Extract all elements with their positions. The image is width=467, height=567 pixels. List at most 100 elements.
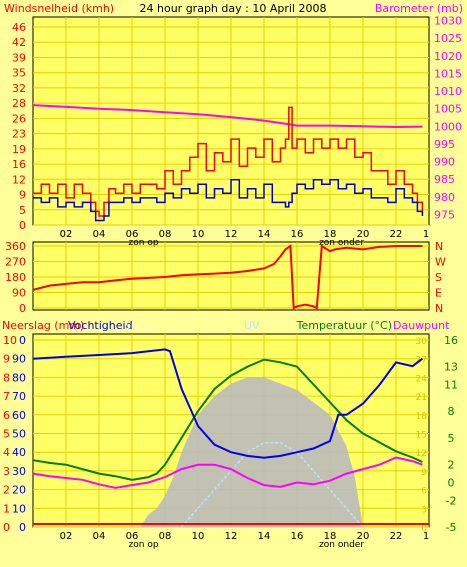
compass-axis-label: E xyxy=(435,287,442,300)
x-tick-label: 06 xyxy=(126,229,139,240)
x-tick-label: 16 xyxy=(291,229,304,240)
temperature-axis-label: 8 xyxy=(448,405,455,418)
x-tick-label: 08 xyxy=(159,531,172,542)
wind-direction-line xyxy=(32,244,423,310)
wind-axis-label: 28 xyxy=(12,97,26,110)
legend-vochtigheid: Vochtigheid xyxy=(68,319,133,332)
x-tick-label: 16 xyxy=(291,531,304,542)
neerslag-axis-label: 5 xyxy=(3,428,10,441)
neerslag-axis-label: 3 xyxy=(3,465,10,478)
temperature-axis-label: 13 xyxy=(444,361,458,374)
x-tick-label: 18 xyxy=(324,531,337,542)
wind-axis-label: 46 xyxy=(12,21,26,34)
neerslag-axis-label: 8 xyxy=(3,371,10,384)
solar-axis-label: 15 xyxy=(416,431,427,441)
wind-axis-label: 35 xyxy=(12,67,26,80)
barometer-axis-label: 1000 xyxy=(434,120,462,133)
solar-axis-label: 30 xyxy=(416,337,428,347)
humidity-axis-label: 90 xyxy=(12,353,26,366)
direction-axis-label: 90 xyxy=(12,287,26,300)
solar-axis-label: 24 xyxy=(416,374,428,384)
barometer-axis-label: 1025 xyxy=(434,32,462,45)
x-tick-label: 14 xyxy=(258,229,271,240)
compass-axis-label: S xyxy=(435,271,442,284)
temperature-axis-label: -2 xyxy=(446,494,457,507)
barometer-axis-label: 980 xyxy=(434,191,455,204)
humidity-axis-label: 20 xyxy=(12,484,26,497)
barometer-line xyxy=(32,104,423,129)
wind-axis-label: 23 xyxy=(12,128,26,141)
header-right-label: Barometer (mb) xyxy=(375,2,463,15)
barometer-axis-label: 1010 xyxy=(434,85,462,98)
wind-axis-label: 16 xyxy=(12,158,26,171)
wind-axis-label: 0 xyxy=(19,219,26,232)
neerslag-axis-label: 9 xyxy=(3,353,10,366)
solar-axis-label: 18 xyxy=(416,412,428,422)
x-tick-label: 22 xyxy=(390,229,403,240)
temperature-axis-label: 11 xyxy=(444,379,458,392)
solar-axis-label: 0 xyxy=(421,524,427,534)
humidity-axis-label: 50 xyxy=(12,428,26,441)
temperature-axis-label: 0 xyxy=(448,476,455,489)
wind-axis-label: 5 xyxy=(19,204,26,217)
wind-axis-label: 26 xyxy=(12,112,26,125)
compass-axis-label: N xyxy=(435,240,443,253)
sunset-label: zon onder xyxy=(319,540,364,550)
legend-neerslag: Neerslag (mm) xyxy=(2,319,84,332)
neerslag-axis-label: 7 xyxy=(3,390,10,403)
compass-axis-label: N xyxy=(435,302,443,315)
uv-line xyxy=(180,442,364,528)
wind-axis-label: 32 xyxy=(12,82,26,95)
solar-axis-label: 21 xyxy=(416,393,427,403)
compass-axis-label: W xyxy=(435,256,446,269)
x-tick-label: 02 xyxy=(60,229,73,240)
solar-axis-label: 9 xyxy=(421,468,427,478)
wind-speed-line xyxy=(33,106,424,217)
header-title: 24 hour graph day : 10 April 2008 xyxy=(140,2,327,15)
x-tick-label: 1 xyxy=(423,229,429,240)
header-left-label: Windsnelheid (kmh) xyxy=(4,2,114,15)
barometer-axis-label: 1020 xyxy=(434,50,462,63)
x-tick-label: 18 xyxy=(324,229,337,240)
temperature-axis-label: 16 xyxy=(444,334,458,347)
humidity-axis-label: 0 xyxy=(19,334,26,347)
wind-axis-label: 12 xyxy=(12,173,26,186)
barometer-axis-label: 1015 xyxy=(434,67,462,80)
neerslag-axis-label: 2 xyxy=(3,484,10,497)
x-tick-label: 10 xyxy=(192,229,205,240)
sunset-label: zon onder xyxy=(319,238,364,248)
temperature-axis-label: 2 xyxy=(448,459,455,472)
x-tick-label: 22 xyxy=(390,531,403,542)
barometer-axis-label: 985 xyxy=(434,173,455,186)
barometer-axis-label: 995 xyxy=(434,138,455,151)
solar-axis-label: 3 xyxy=(421,505,427,515)
x-tick-label: 20 xyxy=(357,531,370,542)
legend-solar: Solar xyxy=(124,319,153,332)
x-tick-label: 12 xyxy=(225,229,238,240)
legend-uv: UV xyxy=(244,319,260,332)
barometer-axis-label: 1005 xyxy=(434,103,462,116)
x-tick-label: 12 xyxy=(225,531,238,542)
neerslag-axis-label: 10 xyxy=(3,334,17,347)
x-tick-label: 08 xyxy=(159,229,172,240)
solar-axis-label: 6 xyxy=(421,487,427,497)
neerslag-axis-label: 6 xyxy=(3,409,10,422)
direction-axis-label: 270 xyxy=(5,256,26,269)
direction-axis-label: 180 xyxy=(5,271,26,284)
wind-average-line xyxy=(33,179,424,222)
x-tick-label: 10 xyxy=(192,531,205,542)
humidity-axis-label: 0 xyxy=(19,521,26,534)
solar-area xyxy=(140,377,363,527)
legend-dauwpunt: Dauwpunt xyxy=(393,319,450,332)
humidity-axis-label: 70 xyxy=(12,390,26,403)
humidity-axis-label: 10 xyxy=(12,502,26,515)
barometer-axis-label: 1030 xyxy=(434,15,462,28)
direction-axis-label: 360 xyxy=(5,240,26,253)
barometer-axis-label: 975 xyxy=(434,208,455,221)
x-tick-label: 02 xyxy=(60,531,73,542)
sunrise-label: zon op xyxy=(129,540,159,550)
dewpoint-line xyxy=(32,456,423,489)
temperature-axis-label: 5 xyxy=(448,432,455,445)
